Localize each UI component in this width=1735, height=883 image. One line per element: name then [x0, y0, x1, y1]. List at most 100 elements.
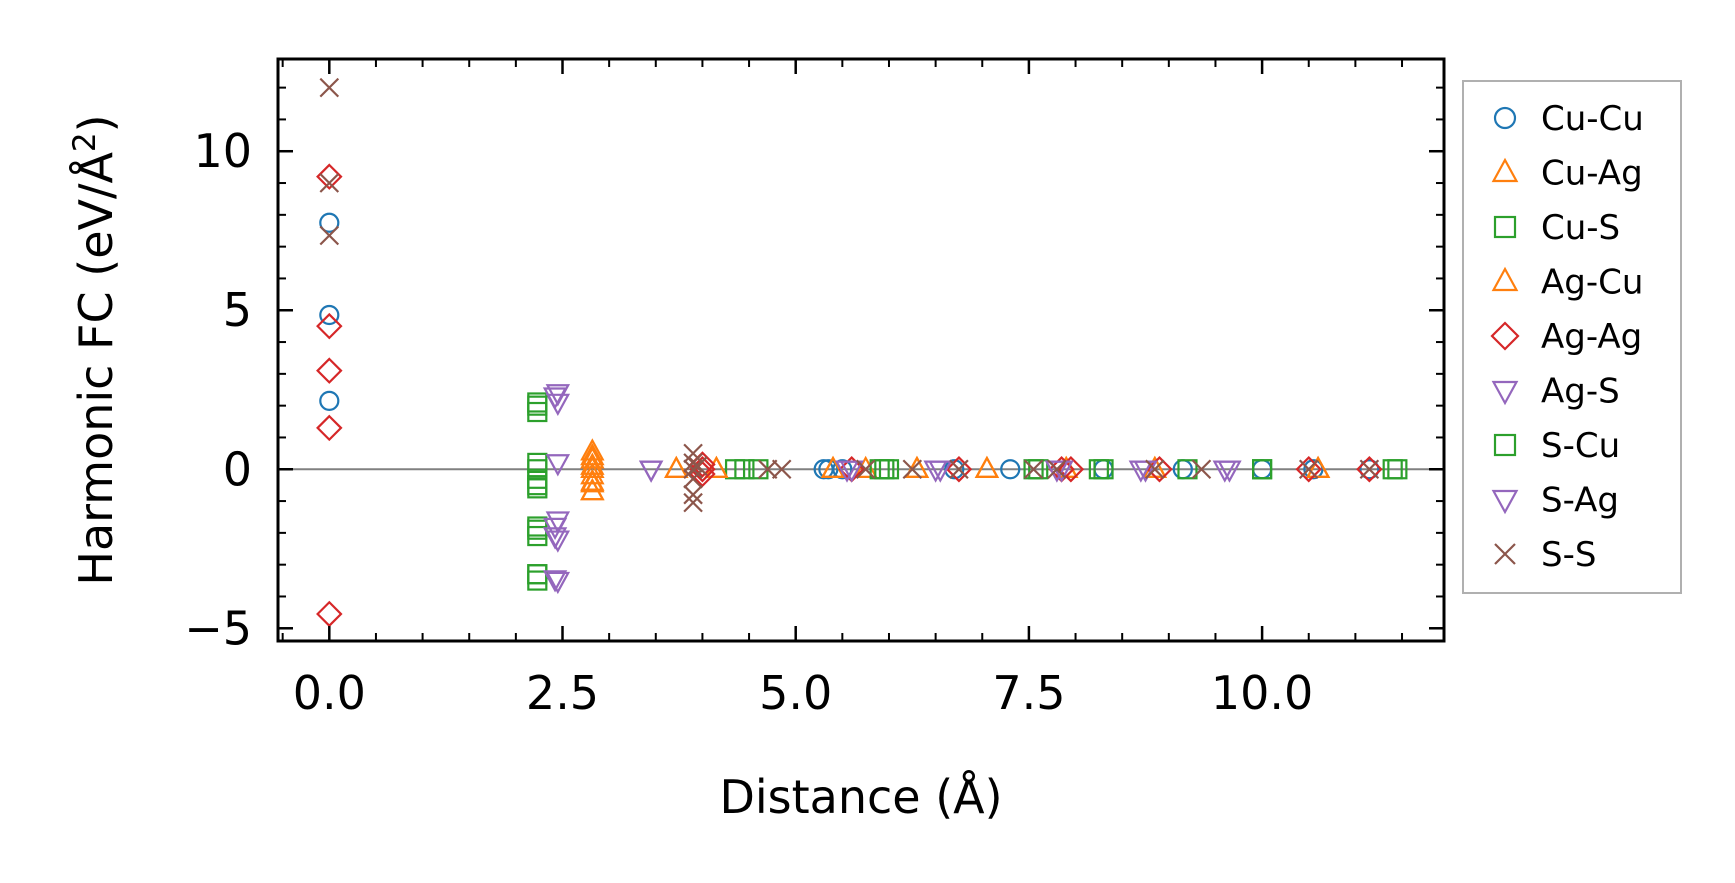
point-cu-s [1177, 459, 1198, 480]
point-ag-cu [580, 477, 605, 501]
point-s-s [1023, 459, 1044, 480]
legend-label: S-Ag [1541, 481, 1619, 521]
point-s-ag [1128, 460, 1154, 483]
point-s-s [319, 173, 340, 193]
y-axis-label: Harmonic FC (eV/Å2) [67, 114, 123, 585]
legend-item-ag-s: Ag-S [1491, 372, 1620, 412]
legend-marker-s-s [1494, 543, 1516, 565]
legend-item-cu-s: Cu-S [1493, 208, 1620, 248]
legend-marker-cu-s [1493, 215, 1517, 239]
point-s-ag [542, 387, 568, 410]
point-s-s [949, 459, 969, 480]
point-cu-s [527, 570, 548, 591]
point-s-s [683, 484, 703, 505]
legend-frame [1462, 80, 1682, 594]
legend-marker-s-ag [1491, 489, 1519, 515]
point-s-s [757, 459, 778, 480]
point-s-s [1359, 459, 1380, 480]
point-s-s [1047, 459, 1067, 480]
point-ag-cu [580, 455, 605, 479]
point-ag-ag [945, 456, 973, 483]
point-s-ag [1212, 460, 1237, 483]
point-ag-cu [580, 443, 605, 466]
point-s-ag [638, 460, 664, 483]
point-s-cu [1088, 459, 1109, 480]
tick-labels: 0.0 2.5 5.0 7.5 10.0 −5 0 5 10 [184, 124, 1313, 720]
data-points [316, 77, 1408, 628]
point-ag-cu [974, 455, 1000, 479]
legend-item-s-ag: S-Ag [1491, 481, 1619, 521]
legend-item-s-cu: S-Cu [1493, 426, 1620, 466]
legend-label: S-Cu [1541, 426, 1620, 466]
point-cu-cu [832, 459, 853, 480]
legend-marker-ag-ag [1490, 321, 1520, 351]
point-cu-cu [1000, 459, 1021, 480]
point-s-cu [734, 459, 755, 480]
point-ag-cu [1305, 455, 1331, 479]
y-axis-label-main: Harmonic FC (eV/Å [69, 152, 123, 586]
y-tick-label: 10 [193, 124, 252, 178]
series-ag-s [545, 384, 1242, 595]
legend-item-ag-ag: Ag-Ag [1490, 317, 1642, 357]
point-s-s [1191, 459, 1212, 480]
series-cu-s [527, 392, 1408, 591]
point-s-s [687, 456, 708, 476]
point-s-ag [923, 460, 948, 483]
series-s-s [319, 77, 1380, 513]
series-s-cu [527, 395, 1403, 585]
point-s-cu [1252, 459, 1273, 480]
legend-marker-cu-ag [1491, 157, 1519, 183]
point-s-s [319, 225, 340, 246]
point-ag-ag [316, 357, 343, 384]
point-ag-s [638, 460, 664, 483]
legend-label: Ag-Cu [1541, 263, 1643, 303]
point-s-cu [1382, 459, 1403, 480]
legend-label: Ag-S [1541, 372, 1620, 412]
x-tick-label: 7.5 [992, 666, 1065, 720]
point-cu-ag [580, 462, 605, 485]
point-cu-cu [319, 304, 340, 326]
point-ag-ag [316, 600, 343, 628]
point-cu-cu [818, 459, 839, 480]
plot-frame [276, 57, 1446, 643]
point-s-ag [834, 460, 860, 483]
legend-item-cu-cu: Cu-Cu [1493, 99, 1644, 139]
point-s-s [683, 492, 703, 513]
point-cu-cu [319, 390, 340, 411]
y-tick-label: −5 [184, 601, 252, 655]
point-cu-ag [974, 455, 1000, 479]
legend-label: Cu-S [1541, 208, 1620, 248]
point-ag-ag [316, 414, 343, 442]
x-tick-label: 0.0 [293, 666, 366, 720]
legend: Cu-Cu Cu-Ag Cu-S Ag-Cu Ag-Ag Ag-S S-Cu S-Ag S-S [1462, 80, 1682, 594]
y-tick-label: 5 [223, 283, 252, 337]
legend-marker-cu-cu [1493, 106, 1517, 130]
point-cu-s [527, 564, 548, 585]
series-cu-cu [319, 212, 1380, 480]
legend-label: Cu-Cu [1541, 99, 1644, 139]
x-tick-label: 10.0 [1211, 666, 1313, 720]
x-tick-label: 2.5 [526, 666, 599, 720]
series-ag-ag [316, 163, 1383, 628]
point-s-cu [527, 459, 548, 480]
point-s-s [1298, 459, 1319, 480]
legend-item-s-s: S-S [1494, 535, 1596, 575]
point-s-ag [542, 570, 568, 593]
point-cu-cu [1303, 459, 1324, 480]
point-s-s [683, 443, 703, 464]
legend-item-cu-ag: Cu-Ag [1491, 154, 1643, 194]
point-s-s [771, 459, 792, 480]
legend-label: Cu-Ag [1541, 154, 1643, 194]
legend-marker-ag-s [1491, 380, 1519, 406]
point-s-s [319, 77, 340, 98]
point-s-s [902, 459, 923, 480]
point-ag-cu [664, 455, 689, 479]
point-ag-ag [316, 163, 343, 190]
legend-marker-ag-cu [1491, 266, 1519, 292]
point-cu-cu [319, 212, 340, 233]
point-s-cu [1023, 459, 1044, 480]
point-ag-ag [1057, 456, 1085, 483]
y-tick-label: 0 [223, 442, 252, 496]
x-tick-label: 5.0 [759, 666, 832, 720]
